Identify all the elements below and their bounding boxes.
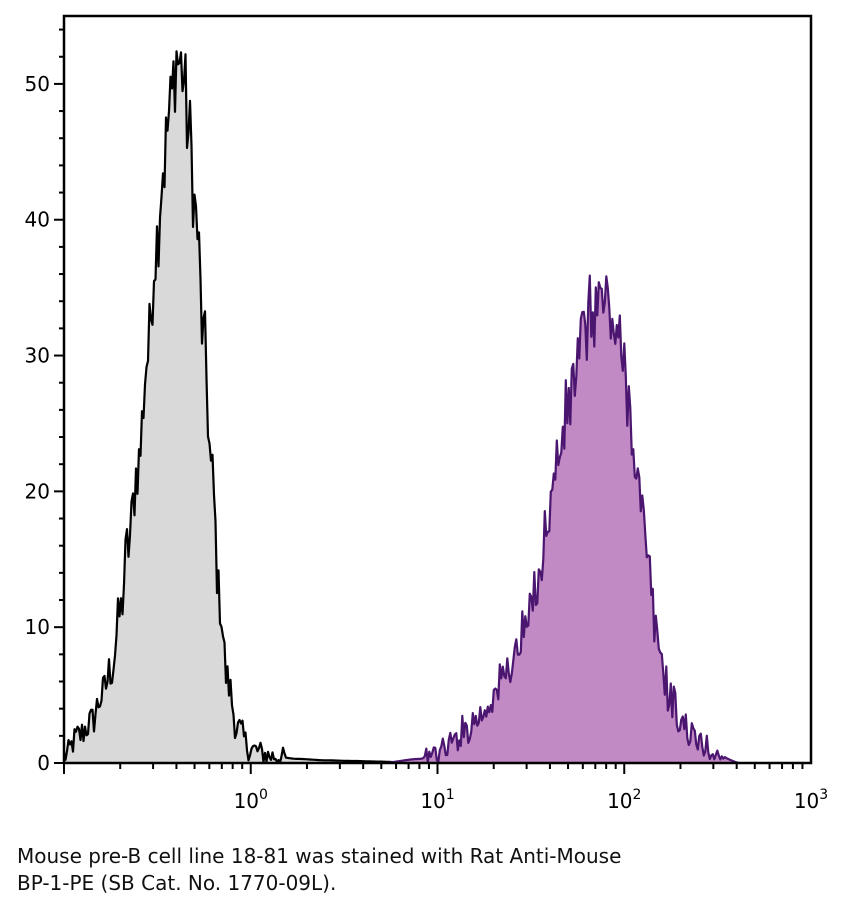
caption-line-1: Mouse pre-B cell line 18-81 was stained … [17, 844, 622, 868]
caption-line-2: BP-1-PE (SB Cat. No. 1770-09L). [17, 871, 337, 895]
series-2-area [381, 275, 740, 763]
x-tick-label: 102 [607, 787, 641, 813]
y-tick-label: 50 [25, 72, 50, 96]
figure-caption: Mouse pre-B cell line 18-81 was stained … [17, 843, 817, 897]
y-tick-label: 0 [37, 751, 50, 775]
y-tick-label: 40 [25, 208, 50, 232]
y-tick-label: 30 [25, 344, 50, 368]
x-tick-label: 101 [420, 787, 454, 813]
x-tick-label: 100 [234, 787, 268, 813]
y-tick-label: 10 [25, 615, 50, 639]
x-axis: 100 101 102 103 [63, 763, 828, 813]
series-layer [62, 50, 740, 765]
histogram-chart: 0 10 20 30 40 50 100 101 102 103 [25, 14, 828, 813]
y-axis: 0 10 20 30 40 50 [25, 28, 64, 775]
series-1-line [62, 50, 408, 765]
series-2-line [381, 274, 740, 765]
series-1-area [64, 51, 408, 764]
x-tick-label: 103 [794, 787, 828, 813]
y-tick-label: 20 [25, 479, 50, 503]
